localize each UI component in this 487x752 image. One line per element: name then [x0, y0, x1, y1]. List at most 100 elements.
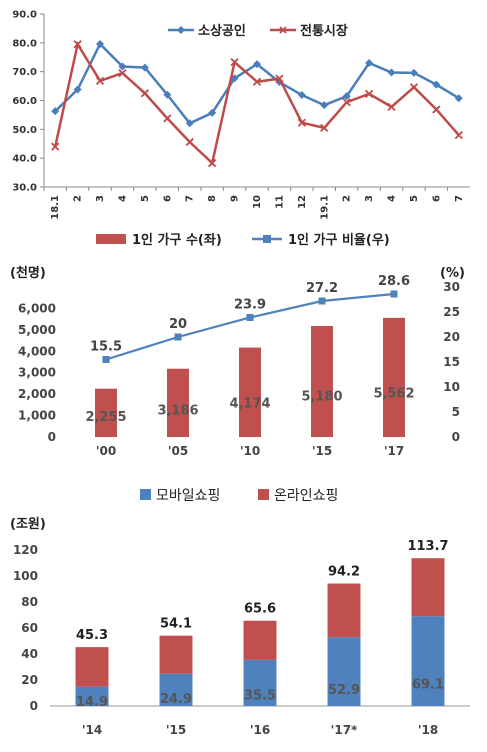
- data-point: [208, 158, 217, 168]
- mobile-data-label: 35.5: [244, 688, 276, 703]
- left-axis-unit-label: (천명): [10, 265, 46, 281]
- y-axis-unit-label: (조원): [10, 517, 46, 532]
- bar-segment-mobile: [411, 616, 445, 706]
- bar-segment-mobile: [159, 673, 193, 706]
- bar-data-label: 4,174: [229, 396, 270, 411]
- data-point: [246, 314, 254, 321]
- data-point: [342, 92, 351, 101]
- data-point: [73, 40, 82, 49]
- data-point: [230, 58, 239, 67]
- data-point: [275, 74, 284, 83]
- x-tick-label: '15: [166, 723, 186, 737]
- bar-segment-online: [411, 558, 445, 617]
- data-point: [432, 105, 441, 114]
- x-tick-label: 3: [364, 195, 375, 202]
- data-point: [409, 68, 418, 77]
- data-point: [102, 356, 110, 363]
- legend-swatch-bar: [96, 234, 126, 244]
- data-point: [118, 68, 127, 78]
- mobile-data-label: 69.1: [412, 678, 444, 693]
- right-y-tick-label: 30: [443, 280, 460, 294]
- legend-swatch: [140, 489, 151, 500]
- y-tick-label: 20: [21, 673, 38, 687]
- x-tick-label: 7: [454, 195, 465, 202]
- right-axis-unit-label: (%): [440, 266, 465, 281]
- legend-marker: [263, 235, 271, 243]
- x-tick-label: 10: [252, 195, 263, 209]
- bar-data-label: 2,255: [85, 410, 126, 425]
- data-point: [95, 76, 105, 86]
- bar: [311, 326, 333, 437]
- legend-label: 전통시장: [300, 23, 348, 39]
- y-tick-label: 90.0: [12, 10, 37, 21]
- data-point: [318, 297, 326, 305]
- line-chart-sentiment: 30.0 40.0 50.0 60.0 70.0 80.0 90.0 18.1 2 3 4 5 6 7 8 9…: [12, 10, 470, 220]
- data-point: [185, 137, 194, 147]
- data-point: [252, 77, 262, 86]
- x-tick-label: 6: [162, 195, 173, 202]
- bar: [95, 388, 117, 437]
- data-point: [174, 333, 182, 341]
- x-tick-label: 3: [95, 195, 106, 202]
- mobile-data-label: 52.9: [328, 683, 360, 698]
- bar-segment-mobile: [243, 659, 277, 706]
- right-y-tick-label: 15: [443, 355, 460, 369]
- legend-label: 소상공인: [198, 23, 246, 39]
- total-data-label: 113.7: [407, 539, 448, 554]
- data-point: [320, 101, 329, 110]
- stacked-bar-chart-online-shopping: (조원) 모바일쇼핑 온라인쇼핑 0 20 40 60 80 100 120 '14 '15 '16…: [10, 488, 470, 737]
- mobile-data-label: 24.9: [160, 692, 192, 707]
- data-point: [208, 108, 217, 117]
- right-y-tick-label: 10: [443, 380, 460, 394]
- mobile-data-label: 14.9: [76, 695, 108, 710]
- data-point: [297, 91, 306, 100]
- legend-swatch: [258, 489, 269, 500]
- data-point: [387, 102, 396, 111]
- x-tick-label: '17*: [331, 723, 358, 737]
- x-tick-label: 19.1: [319, 195, 330, 220]
- line-data-label: 28.6: [378, 274, 410, 289]
- data-point: [96, 39, 105, 48]
- bar: [167, 368, 189, 437]
- x-tick-label: '18: [418, 723, 438, 737]
- data-point: [140, 63, 149, 72]
- x-tick-label: 2: [73, 195, 84, 202]
- bar-segment-mobile: [327, 637, 361, 706]
- right-y-tick-label: 5: [452, 405, 460, 419]
- left-y-tick-label: 4,000: [18, 344, 56, 358]
- total-data-label: 65.6: [244, 602, 276, 617]
- bar-segment-mobile: [75, 686, 109, 706]
- x-tick-label: '15: [312, 444, 332, 458]
- legend-label: 1인 가구 비율(우): [288, 232, 390, 248]
- left-y-tick-label: 5,000: [18, 323, 56, 337]
- data-point: [390, 290, 398, 298]
- total-data-label: 54.1: [160, 617, 192, 632]
- legend-marker: [279, 26, 287, 34]
- bar: [239, 347, 261, 437]
- x-tick-label: '14: [82, 723, 102, 737]
- data-point: [342, 98, 351, 107]
- x-tick-label: 5: [140, 195, 151, 202]
- data-point: [163, 114, 172, 123]
- left-y-tick-label: 6,000: [18, 301, 56, 315]
- data-point: [253, 60, 261, 69]
- x-tick-label: '17: [384, 444, 404, 458]
- y-tick-label: 50.0: [12, 125, 37, 136]
- legend-label: 모바일쇼핑: [156, 488, 220, 504]
- data-point: [365, 59, 374, 68]
- legend-label: 온라인쇼핑: [274, 488, 338, 504]
- x-tick-label: '10: [240, 444, 260, 458]
- data-point: [364, 89, 374, 99]
- left-y-tick-label: 2,000: [18, 387, 56, 401]
- line-data-label: 15.5: [90, 340, 122, 355]
- data-point: [51, 107, 60, 116]
- bar-segment-online: [327, 583, 361, 638]
- data-point: [118, 62, 127, 71]
- data-point: [51, 142, 60, 151]
- data-point: [73, 85, 82, 94]
- x-tick-label: 8: [207, 195, 218, 202]
- x-tick-label: 7: [185, 195, 196, 202]
- line-data-label: 27.2: [306, 281, 338, 296]
- series-line-small-business: [54, 41, 460, 125]
- y-tick-label: 40: [21, 647, 38, 661]
